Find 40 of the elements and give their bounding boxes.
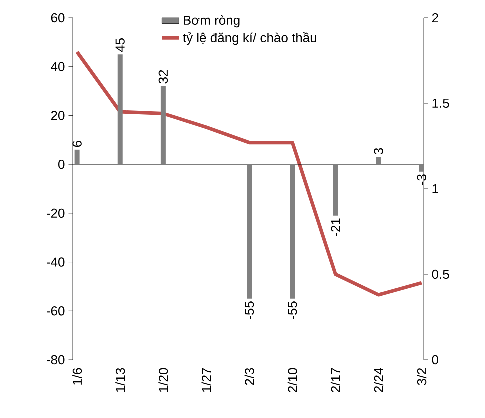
- data-label: 32: [158, 70, 168, 84]
- y-tick-label: -80: [47, 355, 65, 365]
- x-tick-label: 3/2: [417, 368, 427, 386]
- bar: [247, 164, 252, 299]
- bar: [74, 150, 80, 165]
- x-tick-label: 1/27: [202, 368, 212, 392]
- data-label: -55: [288, 302, 298, 320]
- x-tick-label: 2/3: [244, 368, 254, 386]
- data-label: -3: [417, 174, 426, 186]
- y2-tick-label: 1.5: [432, 98, 450, 108]
- data-label: -55: [245, 302, 254, 320]
- y-tick-label: 40: [51, 62, 65, 72]
- data-label: 6: [72, 141, 82, 148]
- x-tick-label: 2/17: [330, 368, 340, 392]
- data-label: 3: [374, 148, 384, 155]
- y2-tick-label: 1: [432, 184, 438, 194]
- bar: [160, 86, 166, 165]
- y2-tick-label: 2: [432, 13, 438, 23]
- x-tick-label: 1/13: [116, 368, 126, 392]
- x-tick-label: 1/20: [158, 368, 168, 392]
- bar: [333, 164, 338, 216]
- x-tick-label: 2/24: [374, 368, 384, 392]
- bar: [376, 157, 382, 165]
- y-tick-label: 20: [51, 111, 65, 120]
- data-label: 45: [116, 38, 125, 52]
- bar: [419, 164, 424, 172]
- y2-tick-label: 0.5: [432, 270, 450, 280]
- bar: [118, 54, 123, 165]
- y-tick-label: 0: [58, 160, 65, 170]
- y-tick-label: -40: [47, 258, 65, 267]
- x-tick-label: 2/10: [288, 368, 298, 392]
- data-label: -21: [331, 218, 340, 236]
- bar: [290, 164, 296, 299]
- x-tick-label: 1/6: [72, 368, 82, 385]
- y-tick-label: -20: [47, 208, 65, 218]
- y2-tick-label: 0: [432, 355, 438, 365]
- y-tick-label: -60: [47, 306, 65, 316]
- legend-label: tỷ lệ đăng kí/ chào thầu: [183, 32, 316, 46]
- legend-label: Bơm ròng: [184, 15, 240, 28]
- y-tick-label: 60: [51, 13, 65, 23]
